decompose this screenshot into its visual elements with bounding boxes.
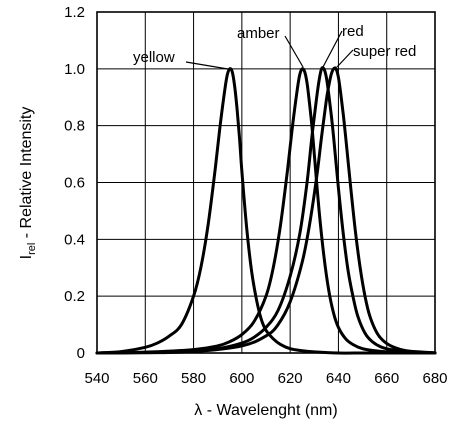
series-annotations: yellow amber red super red (133, 23, 416, 70)
y-axis-title-rest: - Relative Intensity (18, 107, 35, 243)
y-tick-label: 0.8 (64, 118, 85, 135)
y-tick-label: 1.2 (64, 4, 85, 21)
y-tick-label: 0.4 (64, 231, 85, 248)
plot-frame (96, 11, 436, 354)
x-tick-label: 540 (84, 370, 109, 387)
y-axis-title-main: I (18, 255, 35, 259)
x-tick-label: 620 (278, 370, 303, 387)
x-tick-label: 660 (374, 370, 399, 387)
leader-line-yellow (185, 61, 229, 70)
x-tick-label: 600 (229, 370, 254, 387)
tick-labels: 540 560 580 600 620 640 660 680 0 0.2 0.4 0.6 0.8 1.0… (64, 4, 447, 387)
series-label-yellow: yellow (133, 49, 175, 66)
leader-line-red (322, 30, 343, 68)
series-line-yellow (95, 67, 437, 355)
leader-line-super-red (336, 49, 354, 68)
series-label-red: red (342, 23, 364, 40)
x-axis-title: λ - Wavelenght (nm) (194, 402, 337, 419)
x-tick-label: 580 (181, 370, 206, 387)
y-tick-label: 0.6 (64, 175, 85, 192)
series-label-amber: amber (237, 25, 280, 42)
x-tick-label: 560 (133, 370, 158, 387)
y-tick-label: 1.0 (64, 61, 85, 78)
y-tick-label: 0 (77, 345, 85, 362)
y-tick-label: 0.2 (64, 288, 85, 305)
leader-line-amber (284, 35, 304, 68)
series-line-red (95, 66, 437, 355)
series-line-amber (95, 67, 437, 355)
y-axis-title: Irel - Relative Intensity (18, 107, 38, 260)
series-curves (95, 66, 437, 355)
series-label-super-red: super red (353, 43, 416, 60)
x-tick-label: 640 (326, 370, 351, 387)
y-axis-title-subscript: rel (26, 243, 38, 255)
x-tick-label: 680 (422, 370, 447, 387)
series-line-super-red (95, 66, 437, 355)
